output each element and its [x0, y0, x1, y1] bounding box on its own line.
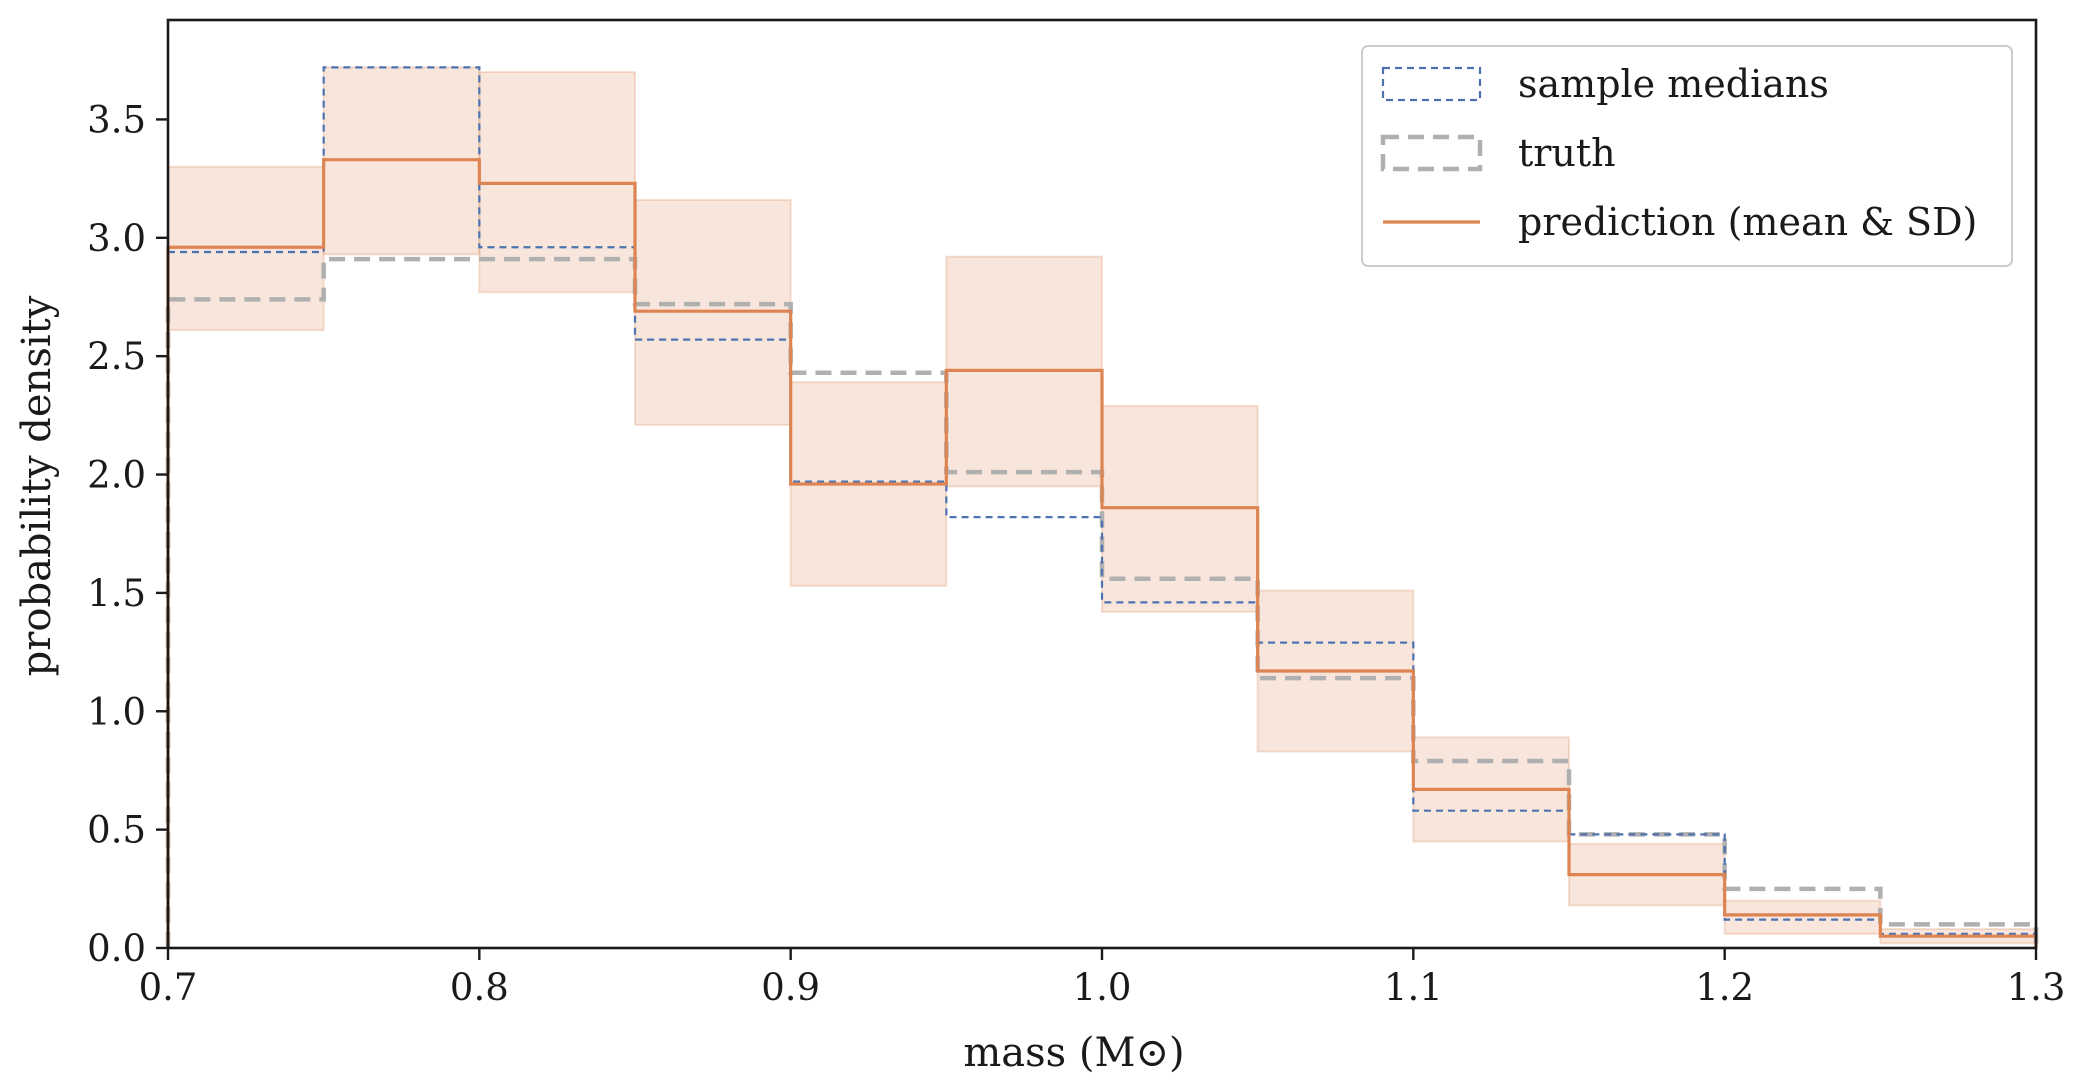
- y-tick-label: 1.5: [87, 572, 146, 615]
- series-line-prediction: [166, 158, 2038, 948]
- legend-swatch: [1381, 66, 1482, 102]
- legend-swatch: [1380, 134, 1483, 172]
- x-tick-label: 0.9: [761, 966, 820, 1009]
- series-lines: [165, 66, 2039, 948]
- legend-item: prediction (mean & SD): [1383, 200, 1977, 244]
- y-tick-label: 0.5: [87, 809, 146, 852]
- legend-item: sample medians: [1381, 62, 1829, 106]
- legend: sample medians truth prediction (mean & SD…: [1361, 45, 2013, 267]
- legend-label: truth: [1518, 131, 1616, 175]
- sd-band: [1723, 899, 1882, 935]
- x-tick-label: 1.1: [1384, 966, 1443, 1009]
- y-tick-label: 3.5: [87, 98, 146, 141]
- legend-item: truth: [1380, 131, 1616, 175]
- x-axis-label: mass (M⊙): [963, 1030, 1184, 1076]
- x-tick-label: 0.8: [450, 966, 509, 1009]
- y-tick-label: 0.0: [87, 927, 146, 970]
- x-axis-ticks: 0.7 0.8 0.9 1.0 1.1 1.2 1.3: [139, 948, 2066, 1009]
- x-tick-label: 1.0: [1073, 966, 1132, 1009]
- y-tick-label: 1.0: [87, 690, 146, 733]
- y-axis-label: probability density: [14, 295, 60, 676]
- x-tick-label: 0.7: [139, 966, 198, 1009]
- x-tick-label: 1.3: [2007, 966, 2066, 1009]
- x-tick-label: 1.2: [1695, 966, 1754, 1009]
- y-axis-ticks: 0.0 0.5 1.0 1.5 2.0 2.5 3.0 3.5: [87, 98, 168, 970]
- legend-label: prediction (mean & SD): [1518, 200, 1977, 244]
- y-tick-label: 2.5: [87, 335, 146, 378]
- y-tick-label: 2.0: [87, 454, 146, 497]
- legend-label: sample medians: [1518, 62, 1829, 106]
- y-tick-label: 3.0: [87, 217, 146, 260]
- series-line-sample: [166, 66, 2038, 948]
- legend-box: [1361, 45, 2013, 267]
